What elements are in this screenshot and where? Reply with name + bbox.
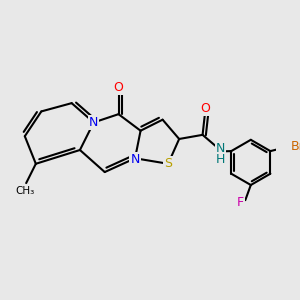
Text: N: N xyxy=(216,142,225,155)
Text: O: O xyxy=(200,102,210,115)
Text: O: O xyxy=(114,82,124,94)
Text: S: S xyxy=(164,157,172,170)
Text: N: N xyxy=(130,153,140,166)
Text: CH₃: CH₃ xyxy=(15,186,34,196)
Text: F: F xyxy=(237,196,244,209)
Text: H: H xyxy=(216,153,225,166)
Text: Br: Br xyxy=(290,140,300,153)
Text: N: N xyxy=(89,116,98,129)
